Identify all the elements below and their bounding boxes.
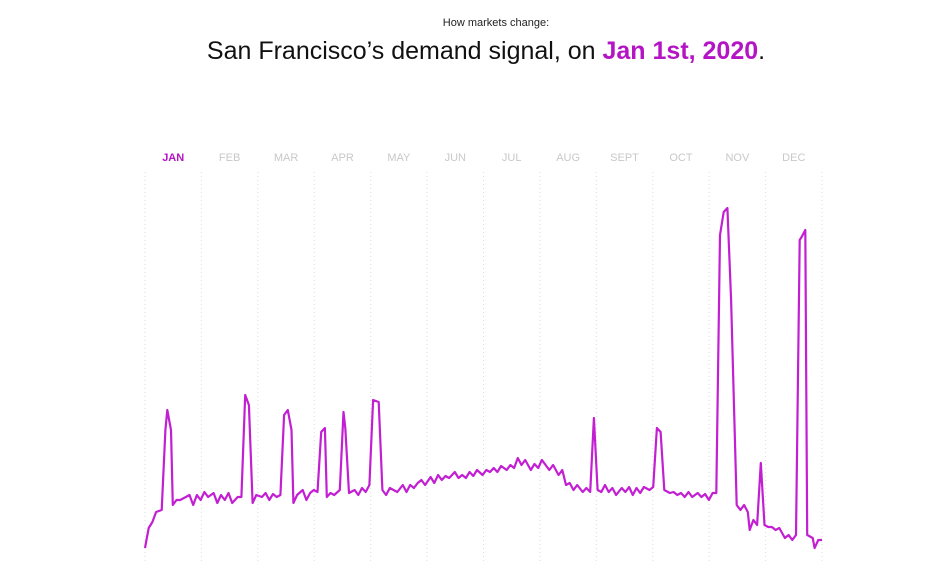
month-label: APR: [331, 152, 354, 164]
month-label: FEB: [219, 152, 240, 164]
title-end: .: [758, 37, 766, 65]
demand-line: [143, 206, 822, 550]
title-text: San Francisco’s demand signal, on: [206, 37, 603, 65]
month-label: NOV: [725, 152, 750, 164]
title-date: Jan 1st, 2020: [602, 37, 759, 65]
month-label: OCT: [669, 152, 693, 164]
month-label: MAY: [387, 152, 411, 164]
month-label: AUG: [556, 152, 580, 164]
month-label: DEC: [782, 152, 805, 164]
month-label: JAN: [162, 152, 184, 164]
month-label: JUN: [445, 152, 466, 164]
month-label: MAR: [274, 152, 299, 164]
month-label: JUL: [502, 152, 522, 164]
month-label: SEPT: [610, 152, 639, 164]
title: San Francisco’s demand signal, on Jan 1s…: [0, 37, 945, 66]
subtitle: How markets change:: [442, 17, 550, 29]
